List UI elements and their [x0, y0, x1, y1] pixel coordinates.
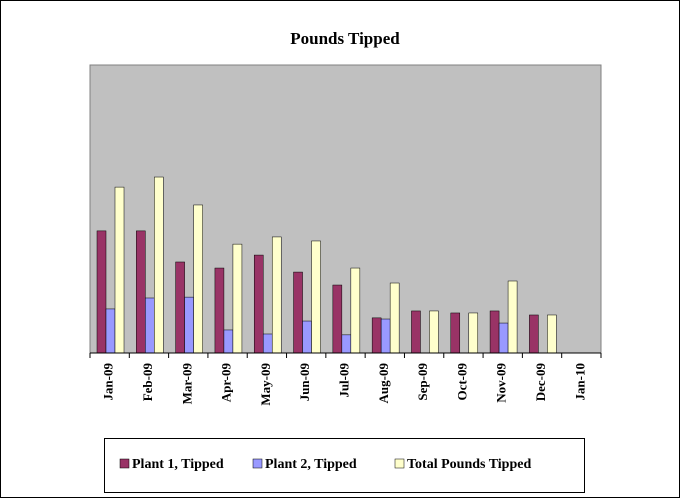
legend-swatch: [394, 458, 405, 469]
x-tick-label: May-09: [258, 363, 273, 406]
x-tick-label: Dec-09: [533, 363, 548, 402]
bar: [154, 176, 164, 354]
x-tick-label: Apr-09: [219, 363, 234, 403]
x-tick-label: Aug-09: [376, 363, 391, 404]
legend-swatch: [119, 458, 130, 469]
legend-label: Plant 2, Tipped: [265, 457, 357, 472]
bar: [214, 267, 225, 354]
bar: [332, 284, 343, 354]
x-tick-label: Jan-09: [101, 363, 116, 401]
bar: [350, 267, 361, 354]
bar: [547, 314, 557, 354]
bar: [450, 312, 461, 354]
bar: [105, 308, 116, 354]
bar: [262, 333, 273, 354]
bar: [293, 271, 303, 354]
bar: [96, 230, 107, 354]
bar: [302, 320, 312, 354]
x-tick-label: Jun-09: [297, 363, 312, 402]
bar: [145, 297, 155, 354]
bar: [136, 230, 146, 354]
legend-box: [104, 438, 585, 493]
plot-area: [89, 64, 602, 354]
bar: [232, 243, 243, 354]
x-tick-label: Mar-09: [179, 363, 194, 405]
bar: [507, 280, 518, 354]
bar: [380, 318, 391, 354]
bar: [341, 334, 352, 354]
bar: [468, 312, 479, 354]
bar: [389, 282, 400, 354]
x-tick-label: Jul-09: [336, 363, 351, 398]
bar: [489, 310, 500, 354]
x-tick-label: Nov-09: [494, 363, 509, 403]
bar: [271, 236, 282, 354]
x-tick-label: Oct-09: [454, 363, 469, 401]
bar: [371, 317, 382, 354]
bar: [184, 296, 194, 354]
x-tick-label: Jan-10: [572, 363, 587, 401]
legend-label: Total Pounds Tipped: [407, 457, 531, 472]
chart-title: Pounds Tipped: [290, 29, 400, 48]
legend-swatch: [252, 458, 263, 469]
bar: [498, 322, 509, 354]
x-tick-label: Sep-09: [415, 363, 430, 401]
bar: [529, 314, 539, 354]
bar: [311, 240, 321, 354]
bar: [193, 204, 203, 354]
bar: [175, 261, 185, 354]
bar: [114, 186, 125, 354]
bar: [223, 329, 234, 354]
bar: [429, 310, 439, 354]
x-tick-label: Feb-09: [140, 363, 155, 402]
legend-label: Plant 1, Tipped: [132, 457, 224, 472]
bar: [253, 254, 264, 354]
bar: [411, 310, 421, 354]
